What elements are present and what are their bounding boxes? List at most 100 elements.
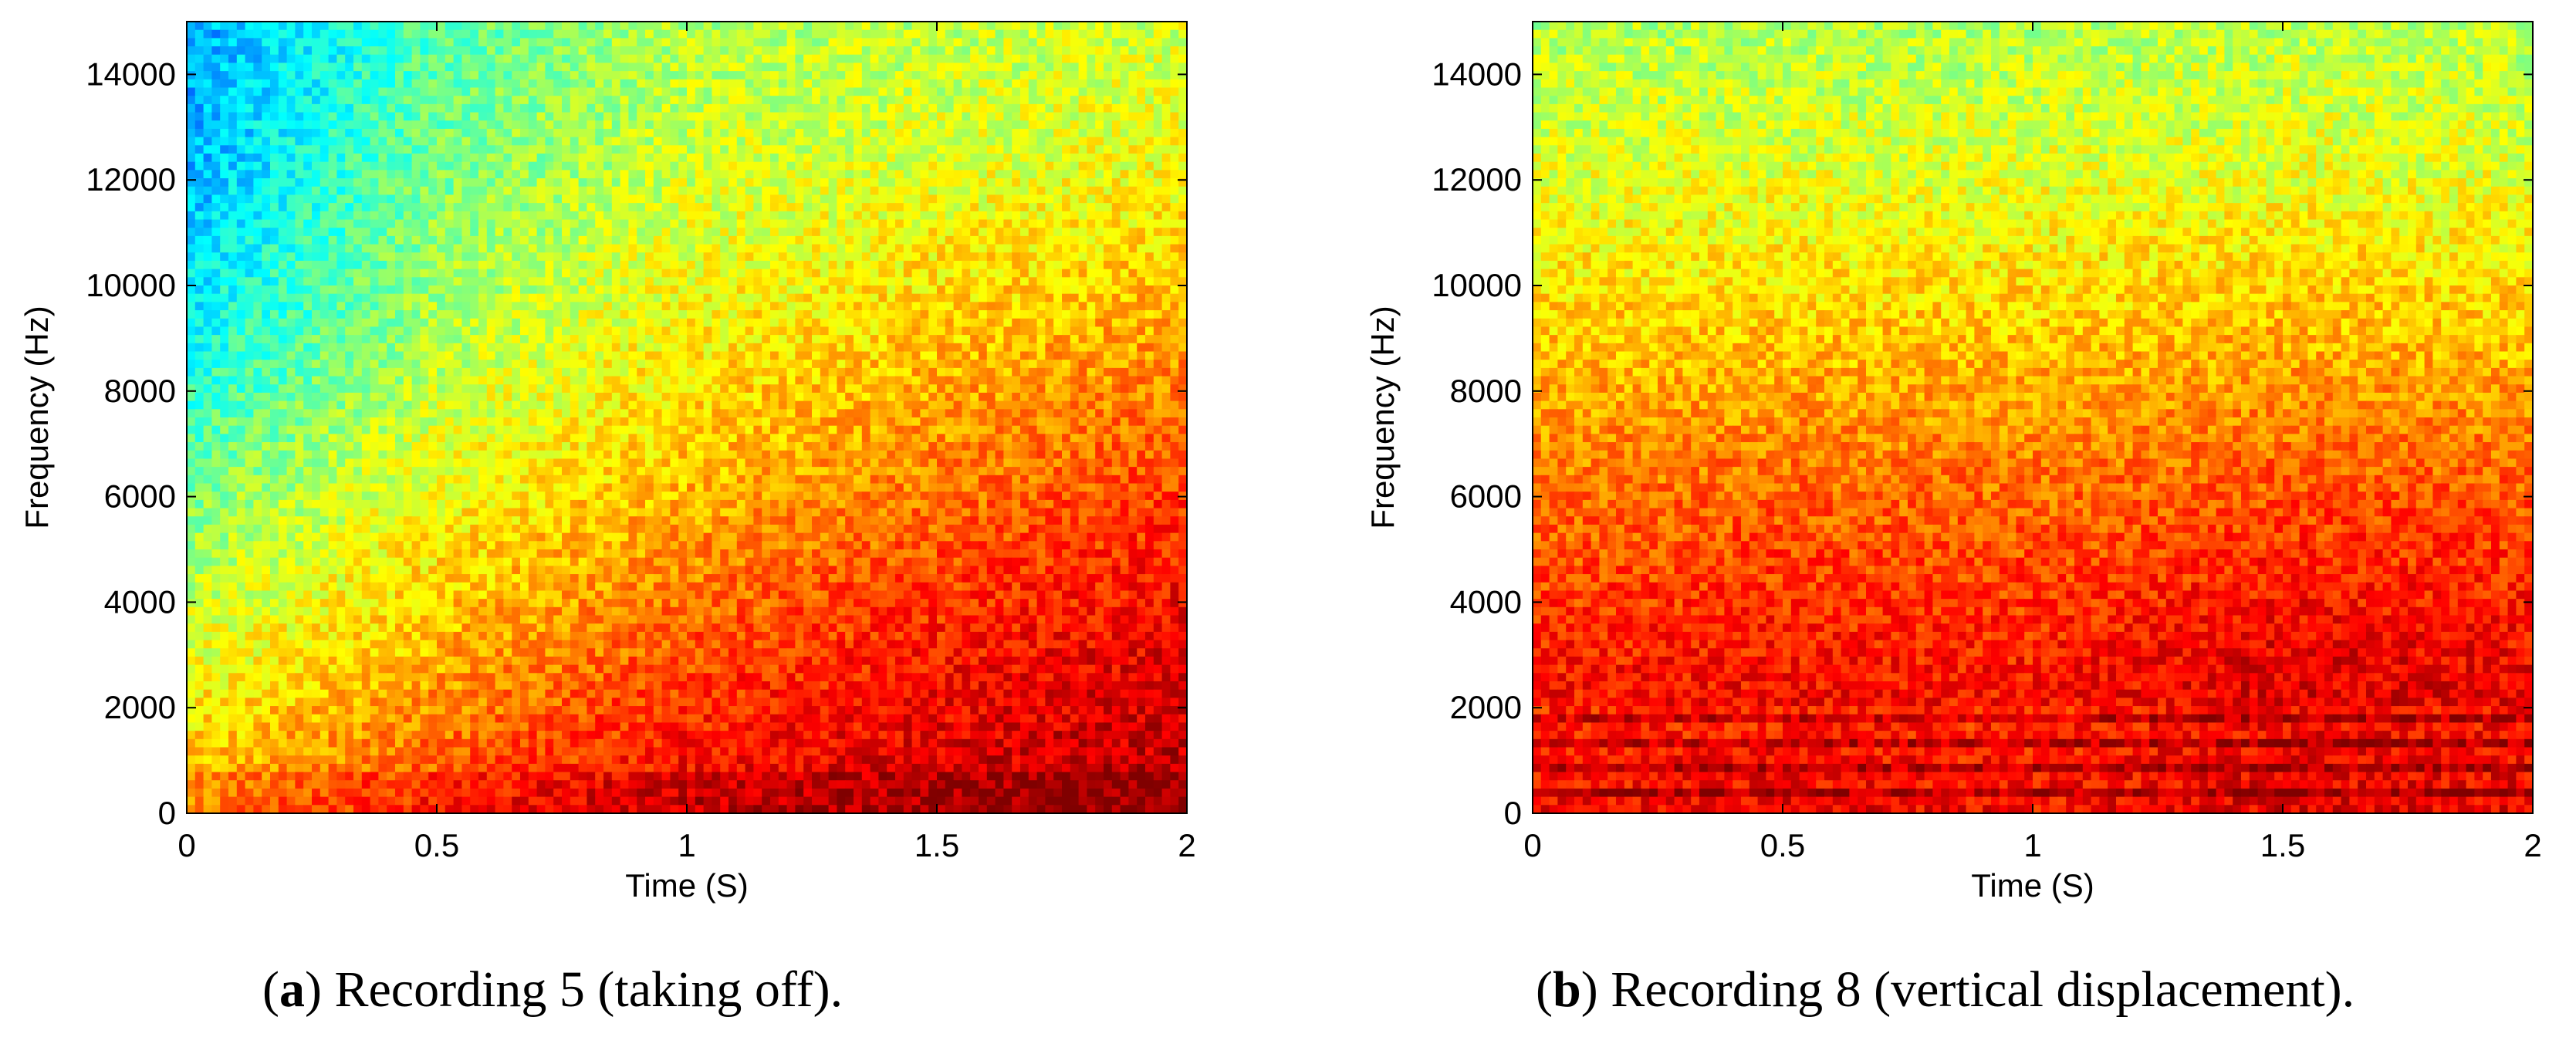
spectrogram-cell: [362, 302, 370, 310]
spectrogram-cell: [820, 352, 829, 360]
spectrogram-cell: [537, 120, 546, 129]
spectrogram-cell: [987, 55, 996, 63]
spectrogram-cell: [595, 113, 603, 121]
spectrogram-cell: [662, 154, 671, 162]
spectrogram-cell: [228, 120, 237, 129]
spectrogram-cell: [562, 62, 570, 71]
spectrogram-cell: [620, 285, 629, 294]
spectrogram-cell: [662, 220, 671, 228]
spectrogram-cell: [1029, 120, 1037, 129]
spectrogram-cell: [745, 71, 754, 79]
spectrogram-cell: [1087, 120, 1095, 129]
spectrogram-cell: [628, 145, 637, 154]
spectrogram-cell: [487, 178, 495, 187]
spectrogram-cell: [262, 46, 270, 55]
spectrogram-cell: [987, 352, 996, 360]
spectrogram-cell: [720, 335, 729, 343]
spectrogram-cell: [745, 269, 754, 278]
spectrogram-cell: [1087, 236, 1095, 245]
spectrogram-cell: [1170, 228, 1178, 236]
spectrogram-cell: [870, 187, 879, 195]
spectrogram-cell: [303, 252, 312, 261]
spectrogram-cell: [353, 220, 362, 228]
spectrogram-cell: [987, 104, 996, 113]
spectrogram-cell: [370, 343, 379, 352]
spectrogram-cell: [1104, 46, 1112, 55]
spectrogram-cell: [454, 352, 462, 360]
spectrogram-cell: [353, 62, 362, 71]
spectrogram-cell: [637, 113, 645, 121]
spectrogram-cell: [253, 236, 262, 245]
spectrogram-cell: [220, 170, 228, 178]
spectrogram-cell: [1178, 302, 1187, 310]
spectrogram-cell: [211, 310, 220, 319]
spectrogram-cell: [979, 62, 987, 71]
spectrogram-cell: [353, 104, 362, 113]
spectrogram-cell: [737, 285, 745, 294]
spectrogram-cell: [996, 220, 1004, 228]
spectrogram-cell: [461, 294, 470, 302]
spectrogram-cell: [770, 335, 779, 343]
spectrogram-cell: [461, 285, 470, 294]
spectrogram-cell: [762, 154, 770, 162]
spectrogram-cell: [712, 113, 720, 121]
spectrogram-cell: [1045, 319, 1053, 327]
spectrogram-cell: [470, 137, 478, 146]
spectrogram-cell: [1104, 62, 1112, 71]
spectrogram-cell: [228, 113, 237, 121]
spectrogram-cell: [862, 228, 870, 236]
spectrogram-cell: [520, 319, 529, 327]
spectrogram-cell: [928, 145, 937, 154]
spectrogram-cell: [1145, 277, 1154, 285]
spectrogram-cell: [1170, 145, 1178, 154]
spectrogram-cell: [570, 194, 579, 203]
spectrogram-cell: [478, 236, 487, 245]
spectrogram-cell: [1178, 326, 1187, 335]
spectrogram-cell: [1170, 62, 1178, 71]
spectrogram-cell: [687, 261, 695, 269]
spectrogram-cell: [1137, 170, 1145, 178]
spectrogram-cell: [478, 220, 487, 228]
spectrogram-cell: [412, 154, 421, 162]
spectrogram-cell: [987, 326, 996, 335]
spectrogram-cell: [1062, 38, 1070, 46]
spectrogram-cell: [287, 170, 296, 178]
spectrogram-cell: [487, 335, 495, 343]
spectrogram-cell: [753, 211, 762, 220]
spectrogram-cell: [587, 310, 595, 319]
spectrogram-cell: [370, 360, 379, 368]
spectrogram-cell: [537, 261, 546, 269]
spectrogram-cell: [928, 79, 937, 88]
spectrogram-cell: [529, 154, 537, 162]
spectrogram-cell: [195, 269, 204, 278]
spectrogram-cell: [279, 129, 287, 137]
spectrogram-cell: [920, 211, 928, 220]
spectrogram-cell: [912, 352, 921, 360]
spectrogram-cell: [820, 302, 829, 310]
spectrogram-cell: [603, 22, 612, 30]
spectrogram-cell: [1095, 319, 1104, 327]
spectrogram-cell: [228, 129, 237, 137]
spectrogram-cell: [1104, 88, 1112, 96]
spectrogram-cell: [1095, 55, 1104, 63]
spectrogram-cell: [537, 236, 546, 245]
spectrogram-cell: [220, 294, 228, 302]
spectrogram-cell: [753, 22, 762, 30]
spectrogram-cell: [928, 154, 937, 162]
spectrogram-cell: [603, 261, 612, 269]
spectrogram-cell: [404, 55, 412, 63]
spectrogram-cell: [996, 319, 1004, 327]
spectrogram-cell: [562, 71, 570, 79]
spectrogram-cell: [345, 187, 353, 195]
spectrogram-cell: [829, 245, 837, 253]
spectrogram-cell: [704, 335, 712, 343]
spectrogram-cell: [428, 285, 437, 294]
spectrogram-cell: [1070, 170, 1079, 178]
spectrogram-cell: [420, 178, 428, 187]
spectrogram-cell: [253, 294, 262, 302]
spectrogram-cell: [779, 30, 787, 39]
spectrogram-cell: [720, 79, 729, 88]
spectrogram-cell: [1104, 220, 1112, 228]
spectrogram-cell: [478, 22, 487, 30]
spectrogram-cell: [878, 252, 887, 261]
